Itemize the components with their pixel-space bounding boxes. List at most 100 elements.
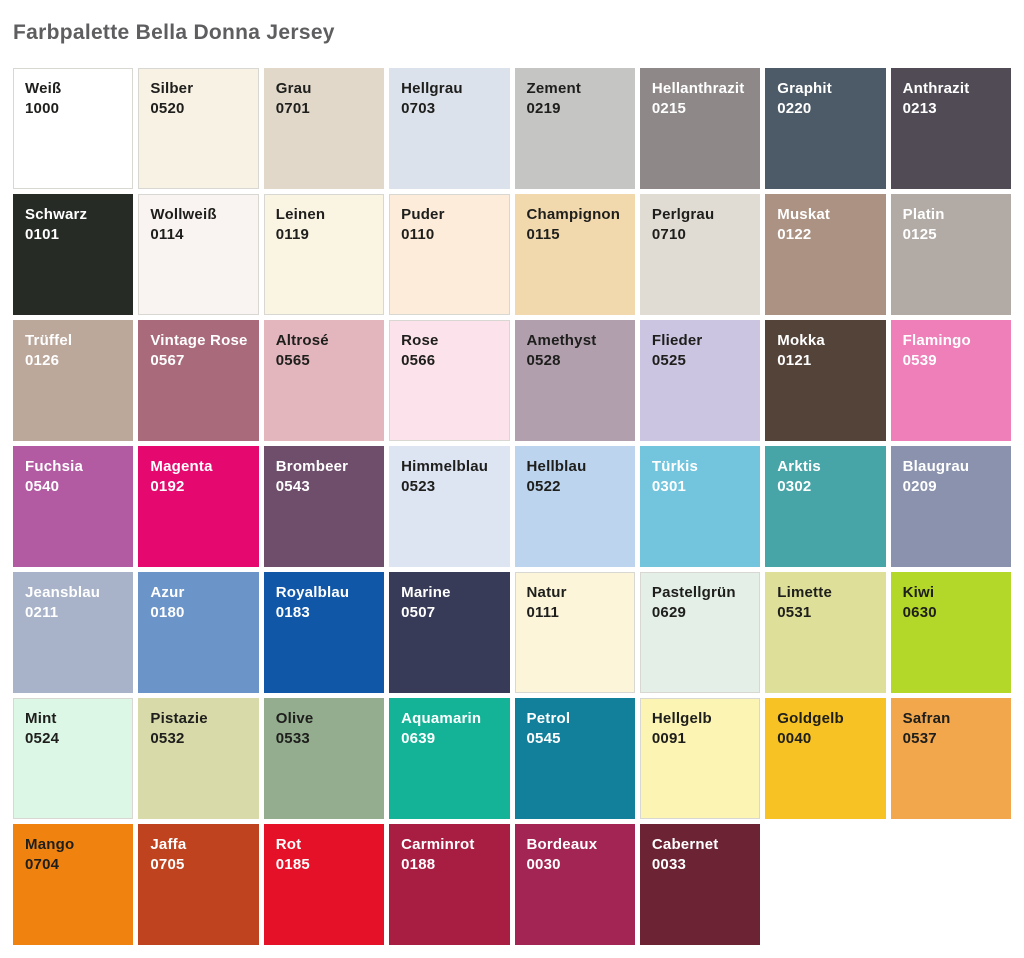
swatch-code: 0215 bbox=[651, 100, 687, 117]
swatch-0180: Azur 0180 bbox=[138, 572, 259, 693]
swatch-0523: Himmelblau 0523 bbox=[389, 446, 510, 567]
swatch-code: 0110 bbox=[401, 226, 435, 243]
swatch-code: 0111 bbox=[526, 604, 560, 621]
swatch-code: 0302 bbox=[777, 478, 812, 495]
swatch-name: Limette bbox=[777, 584, 832, 601]
swatch-code: 0180 bbox=[150, 604, 185, 621]
swatch-code: 0566 bbox=[401, 352, 436, 369]
swatch-name: Magenta bbox=[150, 458, 213, 475]
swatch-name: Rot bbox=[275, 836, 302, 853]
swatch-name: Himmelblau bbox=[401, 458, 489, 475]
swatch-code: 0545 bbox=[526, 730, 561, 747]
swatch-0091: Hellgelb 0091 bbox=[639, 698, 761, 819]
swatch-name: Blaugrau bbox=[902, 458, 970, 475]
swatch-code: 0704 bbox=[25, 856, 60, 873]
swatch-code: 0115 bbox=[526, 226, 560, 243]
swatch-name: Arktis bbox=[777, 458, 821, 475]
swatch-0040: Goldgelb 0040 bbox=[765, 698, 886, 819]
swatch-0126: Trüffel 0126 bbox=[13, 320, 134, 441]
swatch-0122: Muskat 0122 bbox=[765, 194, 886, 315]
swatch-0219: Zement 0219 bbox=[514, 68, 635, 189]
swatch-name: Platin bbox=[902, 206, 945, 223]
swatch-code: 0126 bbox=[25, 352, 60, 369]
swatch-code: 0531 bbox=[777, 604, 812, 621]
swatch-name: Altrosé bbox=[275, 332, 329, 349]
swatch-0114: Wollweiß 0114 bbox=[138, 194, 259, 315]
swatch-code: 0532 bbox=[150, 730, 185, 747]
swatch-0701: Grau 0701 bbox=[263, 68, 385, 189]
swatch-code: 0639 bbox=[401, 730, 436, 747]
swatch-name: Hellgelb bbox=[651, 710, 712, 727]
swatch-name: Safran bbox=[902, 710, 951, 727]
swatch-code: 0710 bbox=[651, 226, 687, 243]
swatch-name: Flieder bbox=[651, 332, 703, 349]
swatch-0101: Schwarz 0101 bbox=[13, 194, 134, 315]
swatch-code: 0524 bbox=[25, 730, 60, 747]
swatch-name: Mokka bbox=[777, 332, 825, 349]
swatch-code: 0101 bbox=[25, 226, 60, 243]
swatch-name: Hellanthrazit bbox=[651, 80, 745, 97]
swatch-code: 0188 bbox=[401, 856, 436, 873]
swatch-name: Puder bbox=[401, 206, 445, 223]
swatch-code: 0125 bbox=[902, 226, 937, 243]
swatch-code: 0507 bbox=[401, 604, 436, 621]
swatch-name: Fuchsia bbox=[25, 458, 84, 475]
swatch-code: 0629 bbox=[651, 604, 687, 621]
swatch-code: 0528 bbox=[526, 352, 561, 369]
swatch-code: 0543 bbox=[275, 478, 310, 495]
swatch-name: Weiß bbox=[25, 80, 62, 97]
swatch-0524: Mint 0524 bbox=[13, 698, 134, 819]
swatch-0033: Cabernet 0033 bbox=[639, 824, 761, 945]
swatch-name: Graphit bbox=[777, 80, 832, 97]
swatch-name: Vintage Rose bbox=[150, 332, 248, 349]
swatch-code: 0121 bbox=[777, 352, 812, 369]
swatch-name: Natur bbox=[526, 584, 567, 601]
swatch-name: Marine bbox=[401, 584, 451, 601]
swatch-code: 0523 bbox=[401, 478, 436, 495]
swatch-0220: Graphit 0220 bbox=[765, 68, 886, 189]
swatch-name: Perlgrau bbox=[651, 206, 715, 223]
swatch-0111: Natur 0111 bbox=[514, 572, 635, 693]
swatch-code: 0703 bbox=[401, 100, 436, 117]
swatch-0213: Anthrazit 0213 bbox=[890, 68, 1011, 189]
swatch-0710: Perlgrau 0710 bbox=[639, 194, 761, 315]
swatch-code: 1000 bbox=[25, 100, 60, 117]
swatch-0301: Türkis 0301 bbox=[639, 446, 761, 567]
swatch-0540: Fuchsia 0540 bbox=[13, 446, 134, 567]
swatch-code: 0301 bbox=[651, 478, 687, 495]
swatch-0565: Altrosé 0565 bbox=[263, 320, 385, 441]
swatch-code: 0520 bbox=[150, 100, 185, 117]
swatch-name: Hellblau bbox=[526, 458, 587, 475]
swatch-code: 0701 bbox=[275, 100, 310, 117]
swatch-0192: Magenta 0192 bbox=[138, 446, 259, 567]
swatch-code: 0540 bbox=[25, 478, 60, 495]
swatch-name: Mint bbox=[25, 710, 57, 727]
swatch-name: Silber bbox=[150, 80, 194, 97]
swatch-name: Muskat bbox=[777, 206, 831, 223]
swatch-name: Trüffel bbox=[25, 332, 73, 349]
swatch-code: 0630 bbox=[902, 604, 937, 621]
swatch-code: 0565 bbox=[275, 352, 310, 369]
swatch-name: Petrol bbox=[526, 710, 571, 727]
swatch-code: 0522 bbox=[526, 478, 561, 495]
swatch-name: Cabernet bbox=[651, 836, 719, 853]
swatch-0629: Pastellgrün 0629 bbox=[639, 572, 761, 693]
swatch-0533: Olive 0533 bbox=[263, 698, 385, 819]
swatch-name: Schwarz bbox=[25, 206, 88, 223]
swatch-code: 0122 bbox=[777, 226, 812, 243]
swatch-code: 0209 bbox=[902, 478, 937, 495]
swatch-name: Jaffa bbox=[150, 836, 187, 853]
swatch-0545: Petrol 0545 bbox=[514, 698, 635, 819]
swatch-0528: Amethyst 0528 bbox=[514, 320, 635, 441]
swatch-name: Aquamarin bbox=[401, 710, 482, 727]
color-grid: Weiß 1000 Silber 0520 Grau 0701 Hellgrau 0703 Ze… bbox=[13, 68, 1011, 945]
swatch-0209: Blaugrau 0209 bbox=[890, 446, 1011, 567]
swatch-0539: Flamingo 0539 bbox=[890, 320, 1011, 441]
swatch-code: 0567 bbox=[150, 352, 185, 369]
swatch-code: 0114 bbox=[150, 226, 184, 243]
swatch-code: 0533 bbox=[275, 730, 310, 747]
swatch-code: 0119 bbox=[275, 226, 310, 243]
swatch-0507: Marine 0507 bbox=[389, 572, 510, 693]
swatch-name: Jeansblau bbox=[25, 584, 101, 601]
